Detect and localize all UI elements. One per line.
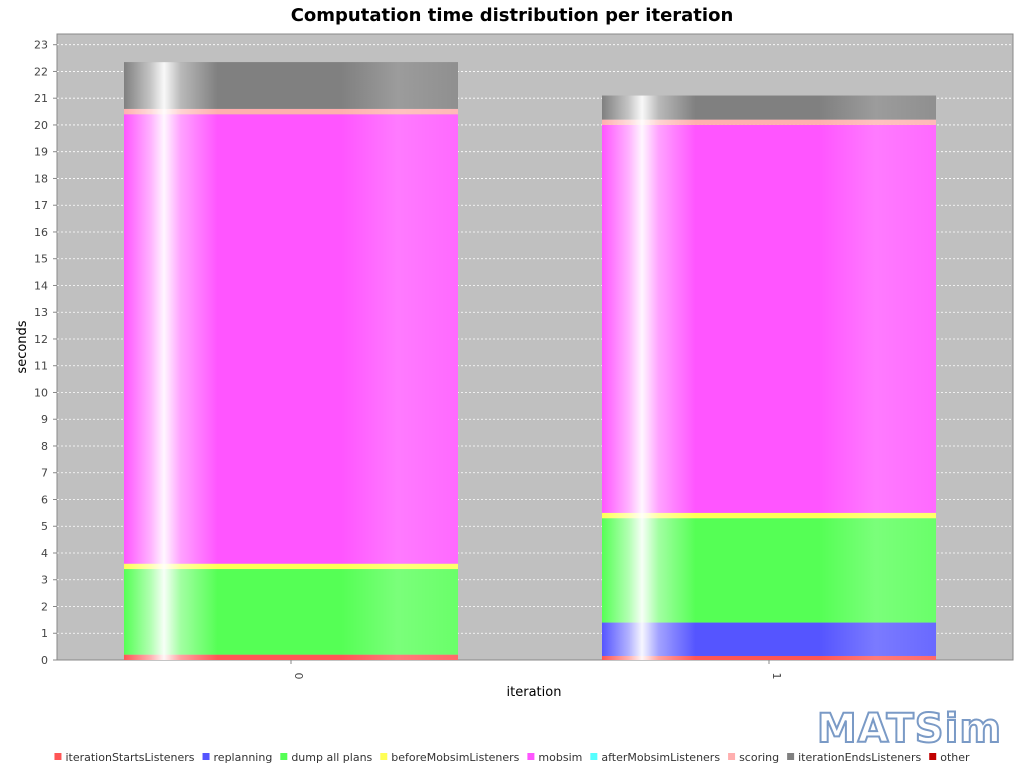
- y-tick-label: 11: [34, 360, 48, 373]
- y-tick-label: 8: [41, 440, 48, 453]
- y-tick-label: 4: [41, 547, 48, 560]
- y-tick-label: 0: [41, 654, 48, 667]
- legend-label: iterationStartsListeners: [65, 751, 194, 764]
- legend-label: dump all plans: [291, 751, 372, 764]
- legend-item: replanning: [202, 751, 273, 764]
- legend-swatch: [202, 753, 210, 760]
- y-tick-label: 1: [41, 627, 48, 640]
- legend-label: other: [940, 751, 970, 764]
- bars: [124, 62, 936, 661]
- legend-item: iterationEndsListeners: [787, 751, 921, 764]
- legend-swatch: [527, 753, 535, 760]
- y-axis-label: seconds: [15, 320, 30, 373]
- y-tick-label: 13: [34, 306, 48, 319]
- y-tick-label: 10: [34, 386, 48, 399]
- y-tick-label: 3: [41, 574, 48, 587]
- legend-label: replanning: [214, 751, 273, 764]
- matsim-logo: MATSim: [817, 706, 1002, 752]
- y-tick-label: 21: [34, 92, 48, 105]
- y-tick-label: 7: [41, 467, 48, 480]
- legend-label: beforeMobsimListeners: [391, 751, 519, 764]
- y-tick-label: 19: [34, 146, 48, 159]
- x-tick-label: 1: [770, 673, 783, 680]
- y-tick-label: 12: [34, 333, 48, 346]
- legend-swatch: [929, 753, 937, 760]
- y-tick-label: 14: [34, 279, 48, 292]
- legend-item: afterMobsimListeners: [590, 751, 720, 764]
- legend-swatch: [54, 753, 62, 760]
- chart-title: Computation time distribution per iterat…: [291, 5, 734, 26]
- y-tick-label: 6: [41, 493, 48, 506]
- legend-label: mobsim: [538, 751, 582, 764]
- x-tick-label: 0: [292, 673, 305, 680]
- y-tick-label: 16: [34, 226, 48, 239]
- y-tick-label: 23: [34, 39, 48, 52]
- legend: iterationStartsListeners replanning dump a…: [54, 751, 970, 764]
- y-tick-label: 2: [41, 600, 48, 613]
- legend-item: other: [929, 751, 970, 764]
- legend-swatch: [590, 753, 598, 760]
- y-tick-label: 18: [34, 172, 48, 185]
- legend-item: scoring: [728, 751, 779, 764]
- legend-swatch: [728, 753, 736, 760]
- legend-label: afterMobsimListeners: [601, 751, 720, 764]
- legend-label: iterationEndsListeners: [798, 751, 921, 764]
- bar-highlight: [124, 62, 458, 661]
- legend-label: scoring: [739, 751, 779, 764]
- legend-item: mobsim: [527, 751, 582, 764]
- y-tick-label: 5: [41, 520, 48, 533]
- legend-item: iterationStartsListeners: [54, 751, 195, 764]
- legend-swatch: [280, 753, 288, 760]
- legend-item: dump all plans: [280, 751, 373, 764]
- bar-highlight: [602, 95, 936, 661]
- legend-item: beforeMobsimListeners: [380, 751, 520, 764]
- x-axis-label: iteration: [507, 685, 562, 700]
- legend-swatch: [787, 753, 795, 760]
- y-tick-label: 22: [34, 65, 48, 78]
- y-tick-label: 20: [34, 119, 48, 132]
- y-tick-label: 15: [34, 253, 48, 266]
- y-tick-label: 9: [41, 413, 48, 426]
- y-tick-label: 17: [34, 199, 48, 212]
- legend-swatch: [380, 753, 388, 760]
